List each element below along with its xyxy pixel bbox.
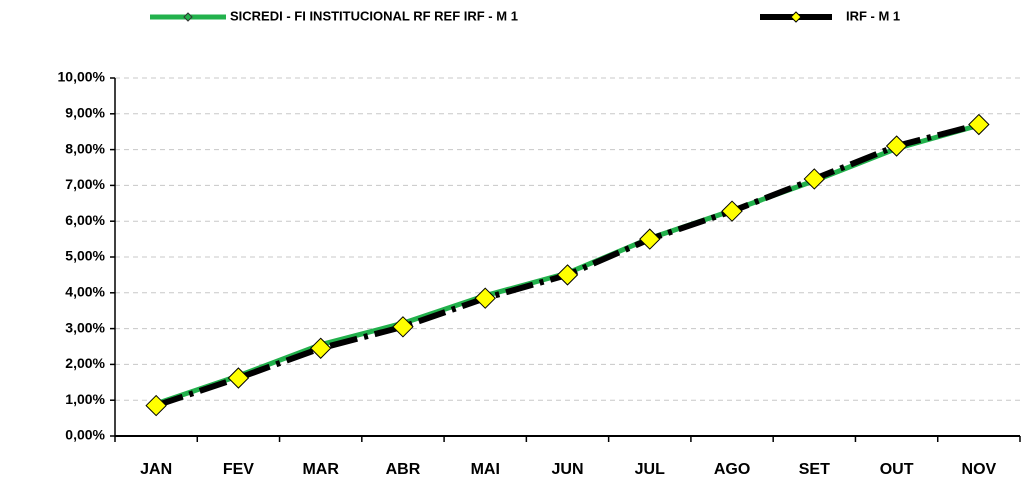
legend-label: IRF - M 1 <box>846 8 900 23</box>
x-tick-label: JAN <box>140 461 172 478</box>
x-tick-label: FEV <box>223 461 254 478</box>
y-tick-label: 3,00% <box>65 319 105 335</box>
point-marker <box>885 135 908 157</box>
legend-label: SICREDI - FI INSTITUCIONAL RF REF IRF - … <box>230 8 518 23</box>
y-tick-label: 7,00% <box>65 176 105 192</box>
point-marker <box>556 264 579 286</box>
x-tick-label: SET <box>799 461 830 478</box>
point-marker <box>474 287 496 309</box>
x-tick-label: JUL <box>635 461 665 478</box>
y-tick-label: 9,00% <box>65 105 105 121</box>
point-marker <box>392 316 414 338</box>
legend-marker <box>183 12 193 22</box>
y-tick-label: 6,00% <box>65 212 105 228</box>
point-marker <box>721 200 743 222</box>
point-marker <box>968 113 990 136</box>
legend-marker <box>790 11 802 23</box>
point-marker <box>227 367 250 389</box>
point-marker <box>309 337 332 359</box>
x-tick-label: MAI <box>471 461 500 478</box>
y-tick-label: 8,00% <box>65 140 105 156</box>
y-tick-label: 2,00% <box>65 355 105 371</box>
x-tick-label: JUN <box>551 461 583 478</box>
point-marker <box>639 228 661 250</box>
x-tick-label: ABR <box>386 461 421 478</box>
point-marker <box>145 394 167 417</box>
y-tick-label: 4,00% <box>65 284 105 300</box>
x-tick-label: AGO <box>714 461 750 478</box>
x-tick-label: NOV <box>962 461 997 478</box>
x-tick-label: MAR <box>302 461 339 478</box>
point-marker <box>803 168 826 190</box>
y-tick-label: 5,00% <box>65 248 105 264</box>
y-tick-label: 10,00% <box>58 69 106 85</box>
x-tick-label: OUT <box>880 461 914 478</box>
y-tick-label: 0,00% <box>65 427 105 443</box>
y-tick-label: 1,00% <box>65 391 105 407</box>
